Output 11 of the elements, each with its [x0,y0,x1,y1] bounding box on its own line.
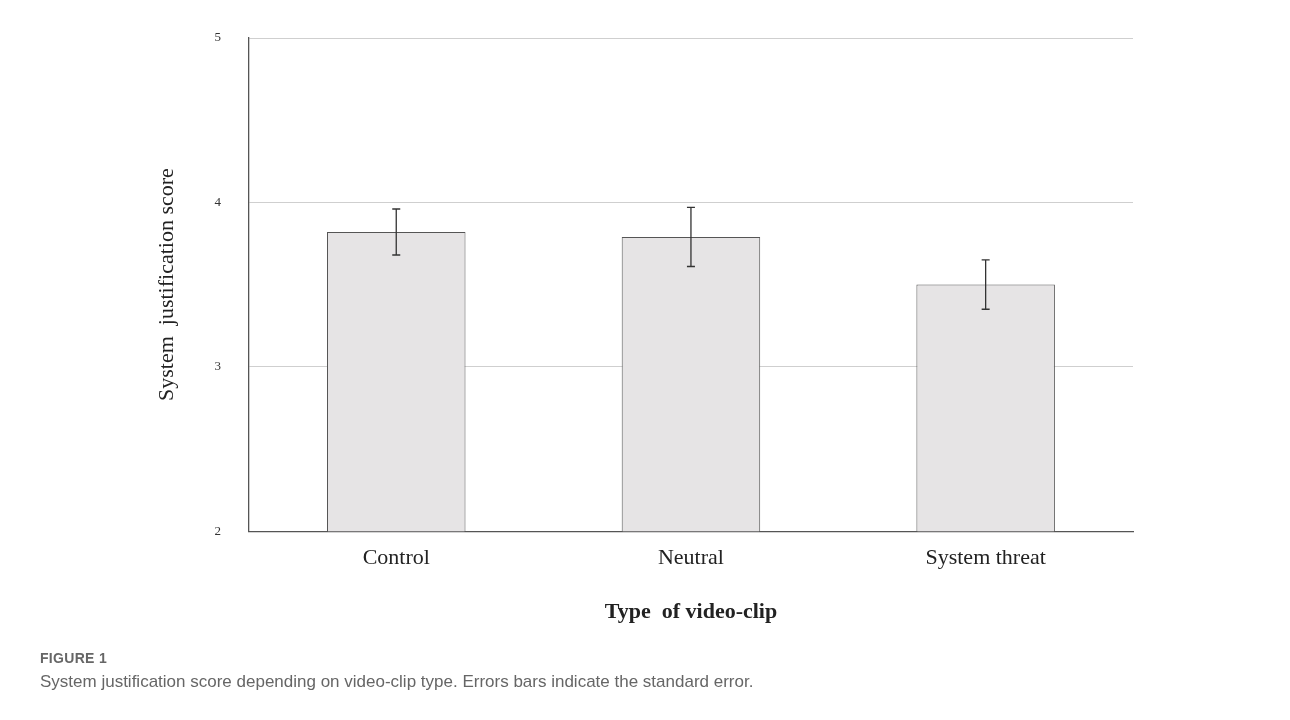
caption: FIGURE 1 [40,650,107,666]
y-axis-title: System justification score [152,168,178,401]
x-tick-label: Neutral [657,544,724,570]
y-tick-label: 4 [214,193,222,209]
x-tick-label: Control [362,544,430,570]
x-axis-title: Type of video-clip [604,598,778,624]
y-tick-label: 3 [214,358,221,374]
x-tick-label: System threat [925,544,1046,570]
y-tick-label: 5 [214,29,221,45]
text: System justification score depending on video-clip type. Errors bars indicate the standard error. [40,672,754,692]
y-tick-label: 2 [214,522,221,538]
